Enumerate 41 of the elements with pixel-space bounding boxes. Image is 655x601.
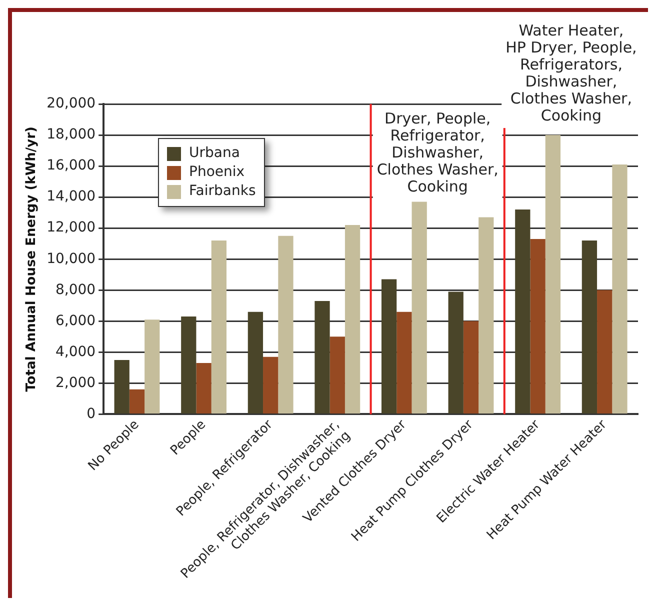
- annotation: Dryer, People, Refrigerator, Dishwasher, Clothes Washer, Cooking: [376, 109, 498, 196]
- bar: [396, 312, 412, 414]
- bar: [144, 320, 160, 414]
- y-tick-label: 8,000: [55, 282, 96, 298]
- bar: [463, 321, 479, 414]
- bar: [381, 279, 397, 414]
- bar: [448, 292, 464, 414]
- bar: [530, 238, 546, 414]
- y-tick-label: 6,000: [55, 312, 96, 329]
- bar: [263, 356, 278, 414]
- y-tick-label: 12,000: [46, 220, 96, 236]
- bar: [344, 224, 360, 414]
- legend-label: Urbana: [189, 144, 240, 163]
- bar: [314, 300, 330, 414]
- bar: [196, 363, 212, 414]
- y-tick-label: 14,000: [46, 188, 96, 205]
- bar: [545, 135, 561, 414]
- bar: [478, 217, 494, 414]
- y-tick-label: 0: [86, 406, 96, 422]
- y-tick-label: 2,000: [55, 374, 96, 391]
- bar: [612, 164, 628, 414]
- y-tick-label: 16,000: [46, 158, 96, 174]
- y-tick-label: 20,000: [46, 96, 96, 112]
- bar: [181, 316, 196, 414]
- bar: [129, 389, 145, 414]
- y-tick-label: 10,000: [46, 250, 96, 267]
- bar: [211, 240, 226, 414]
- annotation: Water Heater, HP Dryer, People, Refrigerators, Dishwasher, Clothes Washer, Cooking: [506, 21, 637, 124]
- y-tick-label: 18,000: [46, 126, 96, 143]
- legend-label: Fairbanks: [189, 182, 256, 201]
- bar: [515, 209, 530, 414]
- bar: [582, 240, 598, 414]
- bar: [412, 202, 427, 414]
- bar: [330, 336, 345, 414]
- legend-label: Phoenix: [189, 163, 245, 182]
- bar: [114, 360, 130, 414]
- bar: [278, 236, 294, 414]
- bar: [597, 290, 612, 414]
- y-tick-label: 4,000: [55, 344, 96, 360]
- y-axis-title: Total Annual House Energy (kWh/yr): [24, 126, 40, 392]
- bar: [248, 312, 264, 414]
